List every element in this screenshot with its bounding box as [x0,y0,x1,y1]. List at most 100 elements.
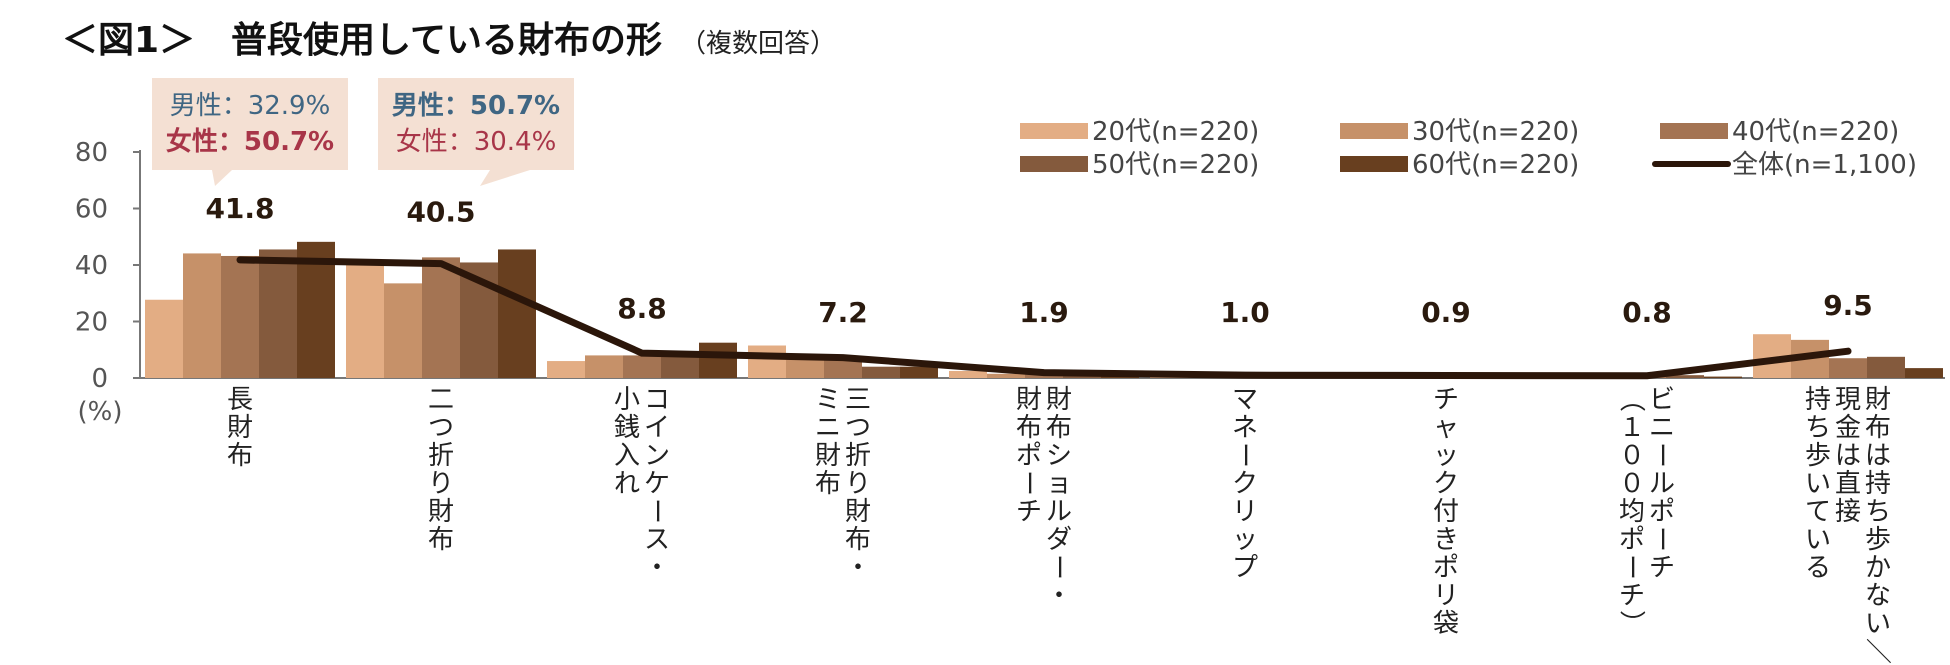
category-label: ー [1013,470,1043,496]
category-label: ０ [1619,441,1645,471]
category-label: 財 [815,441,841,471]
legend-label: 全体(n=1,100) [1732,150,1917,180]
category-label: 布 [1016,413,1042,443]
category-label: コ [644,385,670,415]
category-label: ニ [1649,413,1675,443]
bar-2-cat-2 [384,283,422,378]
category-label: ー [641,498,671,524]
category-label: 財 [227,413,253,443]
category-label: ち [1865,497,1891,527]
bar-3-cat-1 [221,255,259,378]
bar-5-cat-3 [699,342,737,378]
category-label: ポ [1619,525,1645,555]
category-label: 直 [1835,469,1861,499]
category-label: 財 [1865,385,1891,415]
data-label: 0.9 [1421,296,1471,329]
category-label: イ [644,413,670,443]
bar-3-cat-2 [422,257,460,378]
category-label: 持 [1865,469,1891,499]
data-label: 9.5 [1823,289,1873,322]
category-label: 均 [1619,497,1645,527]
legend: 20代(n=220) 30代(n=220) 40代(n=220) 50代(n=220)… [1020,117,1917,180]
category-label: ル [1046,497,1072,527]
category-label: は [1835,441,1861,471]
category-label: れ [614,469,640,499]
legend-label: 40代(n=220) [1732,117,1899,147]
category-label: り [845,469,871,499]
bar-4-cat-8 [1666,375,1704,378]
callouts: 男性：32.9% 女性：50.7% 男性：50.7% 女性：30.4% [152,78,574,186]
category-label: ッ [1232,525,1258,555]
category-label: チ [1433,385,1459,415]
y-axis-label: (%) [78,397,123,427]
callout-female-text: 女性：30.4% [396,127,557,157]
category-label: ・ [644,553,670,583]
category-label: 財 [1046,385,1072,415]
category-label: 布 [845,525,871,555]
category-label: つ [428,413,454,443]
category-label: ケ [644,469,670,499]
category-label: 布 [227,441,253,471]
category-label: ャ [1433,413,1459,443]
legend-swatch-4 [1020,156,1088,172]
category-label: シ [1046,441,1072,471]
category-label: 布 [1046,413,1072,443]
bar-4-cat-4 [862,366,900,378]
category-label: ス [644,525,670,555]
category-label: き [1433,525,1459,555]
category-label: 持 [1805,385,1831,415]
category-label: 三 [845,385,871,415]
chart-subtitle: （複数回答） [680,29,836,59]
category-label: （ [1616,386,1646,412]
category-label: 財 [845,497,871,527]
bar-4-cat-1 [259,249,297,378]
bar-5-cat-8 [1704,376,1742,378]
category-label: 金 [1835,413,1861,443]
legend-label: 30代(n=220) [1412,117,1579,147]
data-label: 40.5 [406,196,475,229]
y-tick-label: 40 [75,251,108,281]
category-label: リ [1433,581,1459,611]
category-label: 歩 [1865,525,1891,555]
bar-4-cat-3 [661,353,699,378]
category-labels: 長財布二つ折り財布コインケース・小銭入れ三つ折り財布・ミニ財布財布ショルダー・財… [227,385,1892,664]
category-label: ポ [1649,497,1675,527]
category-label: 袋 [1433,609,1459,639]
bar-4-cat-9 [1867,356,1905,378]
category-label: ・ [1046,581,1072,611]
category-label: チ [1649,553,1675,583]
bar-1-cat-2 [346,259,384,378]
bar-1-cat-1 [145,299,183,378]
category-label: １ [1619,413,1645,443]
category-label: り [428,469,454,499]
category-label: は [1865,441,1891,471]
bar-3-cat-9 [1829,358,1867,378]
category-label: ち [1805,413,1831,443]
category-label: ー [1229,442,1259,468]
category-label: 布 [1865,413,1891,443]
category-label: つ [845,413,871,443]
category-label: ク [1232,469,1258,499]
callout-female-text: 女性：50.7% [166,126,334,157]
category-label: ョ [1046,469,1072,499]
category-label: ポ [1016,441,1042,471]
category-label: ０ [1619,469,1645,499]
category-label: 接 [1835,497,1861,527]
bar-5-cat-2 [498,249,536,378]
callout-1: 男性：32.9% 女性：50.7% [152,78,348,186]
y-tick-label: 60 [75,195,108,225]
data-label: 0.8 [1622,296,1672,329]
bar-3-cat-4 [824,358,862,378]
category-label: ／ [1862,638,1892,664]
bar-2-cat-3 [585,355,623,378]
legend-swatch-1 [1020,123,1088,139]
category-label: 財 [428,497,454,527]
data-labels: 41.8 40.5 8.8 7.2 1.9 1.0 0.9 0.8 9.5 [205,192,1872,329]
category-label: ビ [1649,385,1675,415]
total-line-layer [236,256,1852,380]
category-label: プ [1232,553,1258,583]
category-label: 歩 [1805,441,1831,471]
category-label: い [1865,609,1891,639]
y-tick-label: 80 [75,138,108,168]
data-label: 1.9 [1019,296,1069,329]
